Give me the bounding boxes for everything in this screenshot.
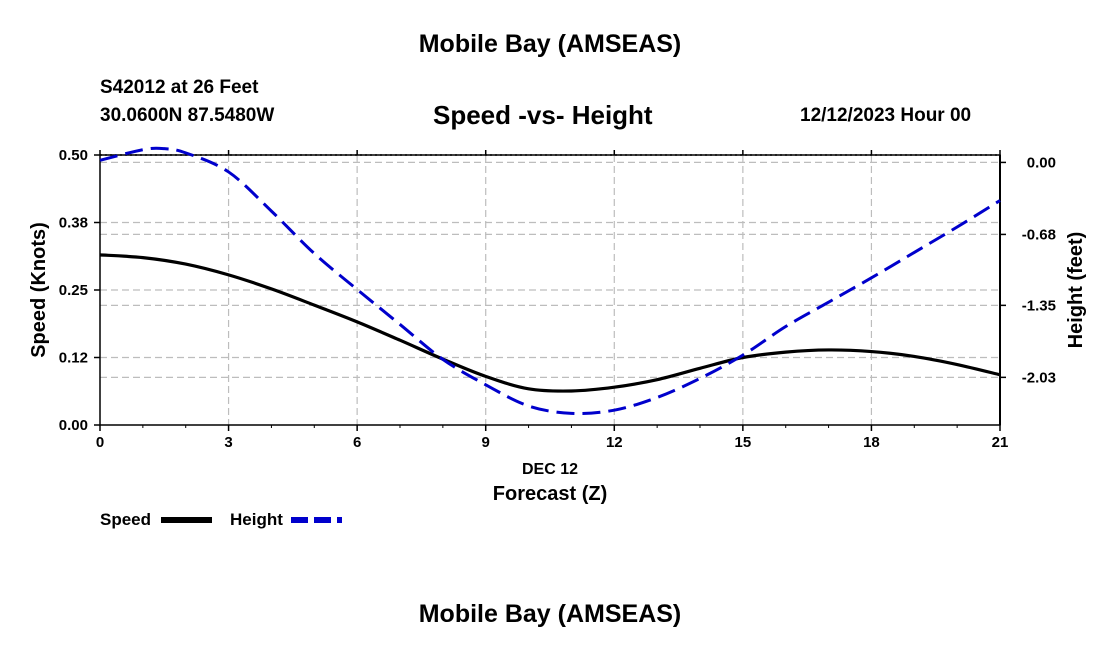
bottom-title: Mobile Bay (AMSEAS) (418, 600, 682, 628)
y-axis-label: Speed (Knots) (28, 222, 50, 358)
y2-tick-label: 0.00 (1027, 154, 1056, 171)
legend: Speed Height (100, 510, 342, 529)
x-tick-label: 9 (482, 434, 490, 451)
y2-axis-label: Height (feet) (1065, 232, 1087, 349)
x-axis-date-label: DEC 12 (522, 461, 578, 478)
chart-title: Speed -vs- Height (433, 100, 653, 130)
series-layer (99, 146, 1001, 416)
forecast-date-label: 12/12/2023 Hour 00 (800, 105, 972, 126)
x-tick-label: 6 (353, 434, 361, 451)
station-label: S42012 at 26 Feet (100, 77, 259, 98)
y-tick-label: 0.38 (59, 215, 88, 232)
x-tick-label: 15 (735, 434, 752, 451)
series-line-height (99, 146, 1001, 416)
main-title: Mobile Bay (AMSEAS) (418, 30, 682, 58)
y-tick-label: 0.00 (59, 417, 88, 434)
legend-speed-label: Speed (100, 510, 151, 529)
x-axis-label: Forecast (Z) (493, 483, 607, 505)
x-tick-label: 3 (224, 434, 232, 451)
legend-height-label: Height (230, 510, 283, 529)
y-tick-label: 0.12 (59, 350, 88, 367)
y-tick-label: 0.50 (59, 147, 88, 164)
y2-tick-label: -2.03 (1022, 369, 1056, 386)
y2-tick-label: -0.68 (1022, 226, 1056, 243)
axes (94, 150, 1006, 431)
x-tick-label: 0 (96, 434, 104, 451)
y2-tick-label: -1.35 (1022, 297, 1056, 314)
x-tick-label: 12 (606, 434, 623, 451)
grid (100, 155, 1000, 425)
coordinates-label: 30.0600N 87.5480W (100, 105, 275, 126)
x-tick-label: 21 (992, 434, 1009, 451)
tick-labels: 0 3 6 9 12 15 18 21 0.00 0.12 0.25 0.38 0.50 0.00 -0.6… (59, 147, 1056, 451)
series-line-speed (99, 253, 1001, 393)
y-tick-label: 0.25 (59, 282, 88, 299)
x-tick-label: 18 (863, 434, 880, 451)
